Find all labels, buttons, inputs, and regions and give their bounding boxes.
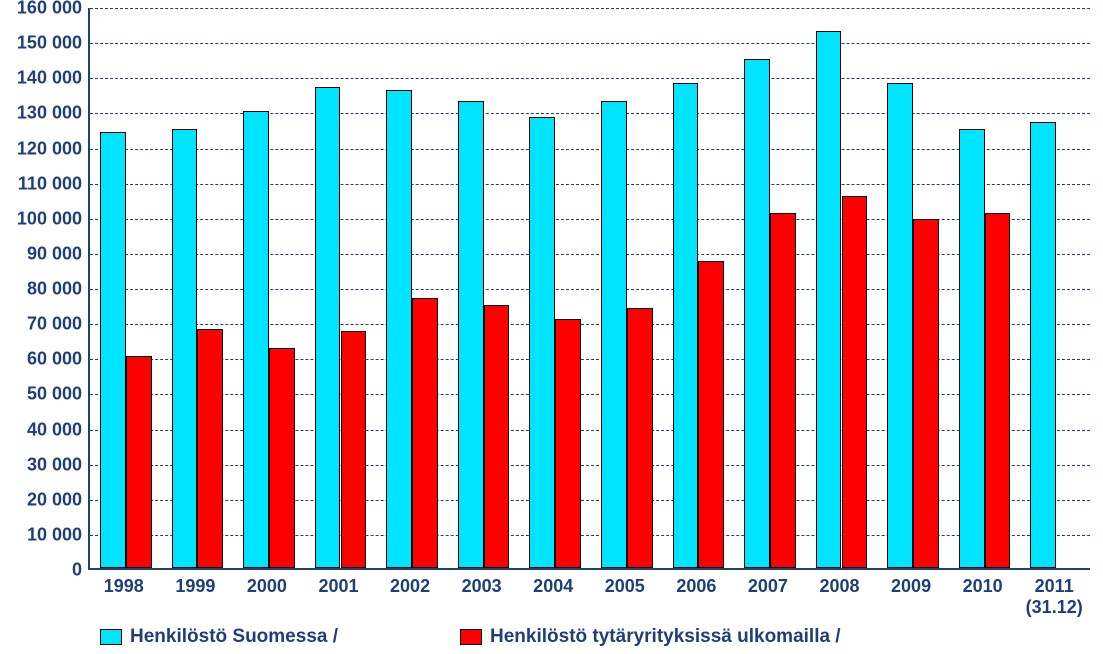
gridline [90, 394, 1090, 395]
legend-swatch [460, 629, 482, 645]
bar-series-0 [816, 31, 842, 568]
x-tick-label: 2009 [891, 576, 931, 597]
bar-series-0 [243, 111, 269, 568]
bar-series-1 [842, 196, 868, 568]
x-tick-label: 2001 [318, 576, 358, 597]
gridline [90, 113, 1090, 114]
y-tick-label: 110 000 [18, 173, 82, 194]
gridline [90, 289, 1090, 290]
x-tick-label: 2007 [748, 576, 788, 597]
bar-series-0 [1030, 122, 1056, 568]
x-tick-label: 1999 [175, 576, 215, 597]
x-tick-label: 2006 [676, 576, 716, 597]
chart-container: 0 10 000 20 000 30 000 40 000 50 000 60 000 70 … [0, 0, 1103, 654]
bar-series-0 [959, 129, 985, 568]
bar-series-1 [698, 261, 724, 568]
gridline [90, 324, 1090, 325]
x-tick-label: 1998 [104, 576, 144, 597]
gridline [90, 500, 1090, 501]
bar-series-0 [315, 87, 341, 568]
gridline [90, 184, 1090, 185]
bar-series-1 [484, 305, 510, 568]
y-tick-label: 90 000 [27, 243, 82, 264]
bar-series-1 [985, 213, 1011, 568]
bar-series-1 [555, 319, 581, 568]
plot-area [88, 8, 1090, 570]
gridline [90, 219, 1090, 220]
gridline [90, 43, 1090, 44]
y-tick-label: 70 000 [27, 314, 82, 335]
x-tick-label: 2011 (31.12) [1026, 576, 1083, 618]
bar-series-1 [197, 329, 223, 568]
y-tick-label: 80 000 [27, 279, 82, 300]
y-tick-label: 50 000 [27, 384, 82, 405]
bar-series-0 [529, 117, 555, 568]
bar-series-1 [269, 348, 295, 568]
bar-series-1 [412, 298, 438, 568]
y-tick-label: 130 000 [17, 103, 82, 124]
bar-series-0 [100, 132, 126, 568]
gridline [90, 149, 1090, 150]
y-tick-label: 0 [72, 560, 82, 581]
x-tick-label: 2010 [963, 576, 1003, 597]
y-tick-label: 160 000 [17, 0, 82, 19]
bar-series-0 [673, 83, 699, 568]
bar-series-0 [172, 129, 198, 568]
x-tick-label: 2005 [605, 576, 645, 597]
bar-series-1 [913, 219, 939, 568]
x-tick-label: 2008 [819, 576, 859, 597]
y-tick-label: 100 000 [17, 208, 82, 229]
legend-label: Henkilöstö Suomessa / [130, 626, 338, 648]
y-tick-label: 140 000 [17, 68, 82, 89]
y-tick-label: 120 000 [17, 138, 82, 159]
x-tick-label: 2004 [533, 576, 573, 597]
bar-series-1 [341, 331, 367, 568]
bar-series-0 [458, 101, 484, 568]
y-tick-label: 60 000 [27, 349, 82, 370]
bar-series-1 [126, 356, 152, 569]
bar-series-1 [770, 213, 796, 568]
x-tick-label: 2000 [247, 576, 287, 597]
gridline [90, 78, 1090, 79]
bar-series-0 [386, 90, 412, 568]
gridline [90, 465, 1090, 466]
bar-series-1 [627, 308, 653, 568]
bar-series-0 [887, 83, 913, 568]
gridline [90, 359, 1090, 360]
y-tick-label: 10 000 [27, 524, 82, 545]
y-tick-label: 150 000 [17, 33, 82, 54]
legend-label: Henkilöstö tytäryrityksissä ulkomailla / [490, 626, 841, 648]
legend-swatch [100, 629, 122, 645]
y-tick-label: 20 000 [27, 489, 82, 510]
legend-item: Henkilöstö tytäryrityksissä ulkomailla / [460, 626, 841, 648]
gridline [90, 254, 1090, 255]
y-tick-label: 40 000 [27, 419, 82, 440]
gridline [90, 535, 1090, 536]
x-tick-label: 2003 [462, 576, 502, 597]
legend-item: Henkilöstö Suomessa / [100, 626, 338, 648]
bar-series-0 [744, 59, 770, 568]
bar-series-0 [601, 101, 627, 568]
gridline [90, 430, 1090, 431]
x-tick-label: 2002 [390, 576, 430, 597]
y-tick-label: 30 000 [27, 454, 82, 475]
gridline [90, 8, 1090, 9]
